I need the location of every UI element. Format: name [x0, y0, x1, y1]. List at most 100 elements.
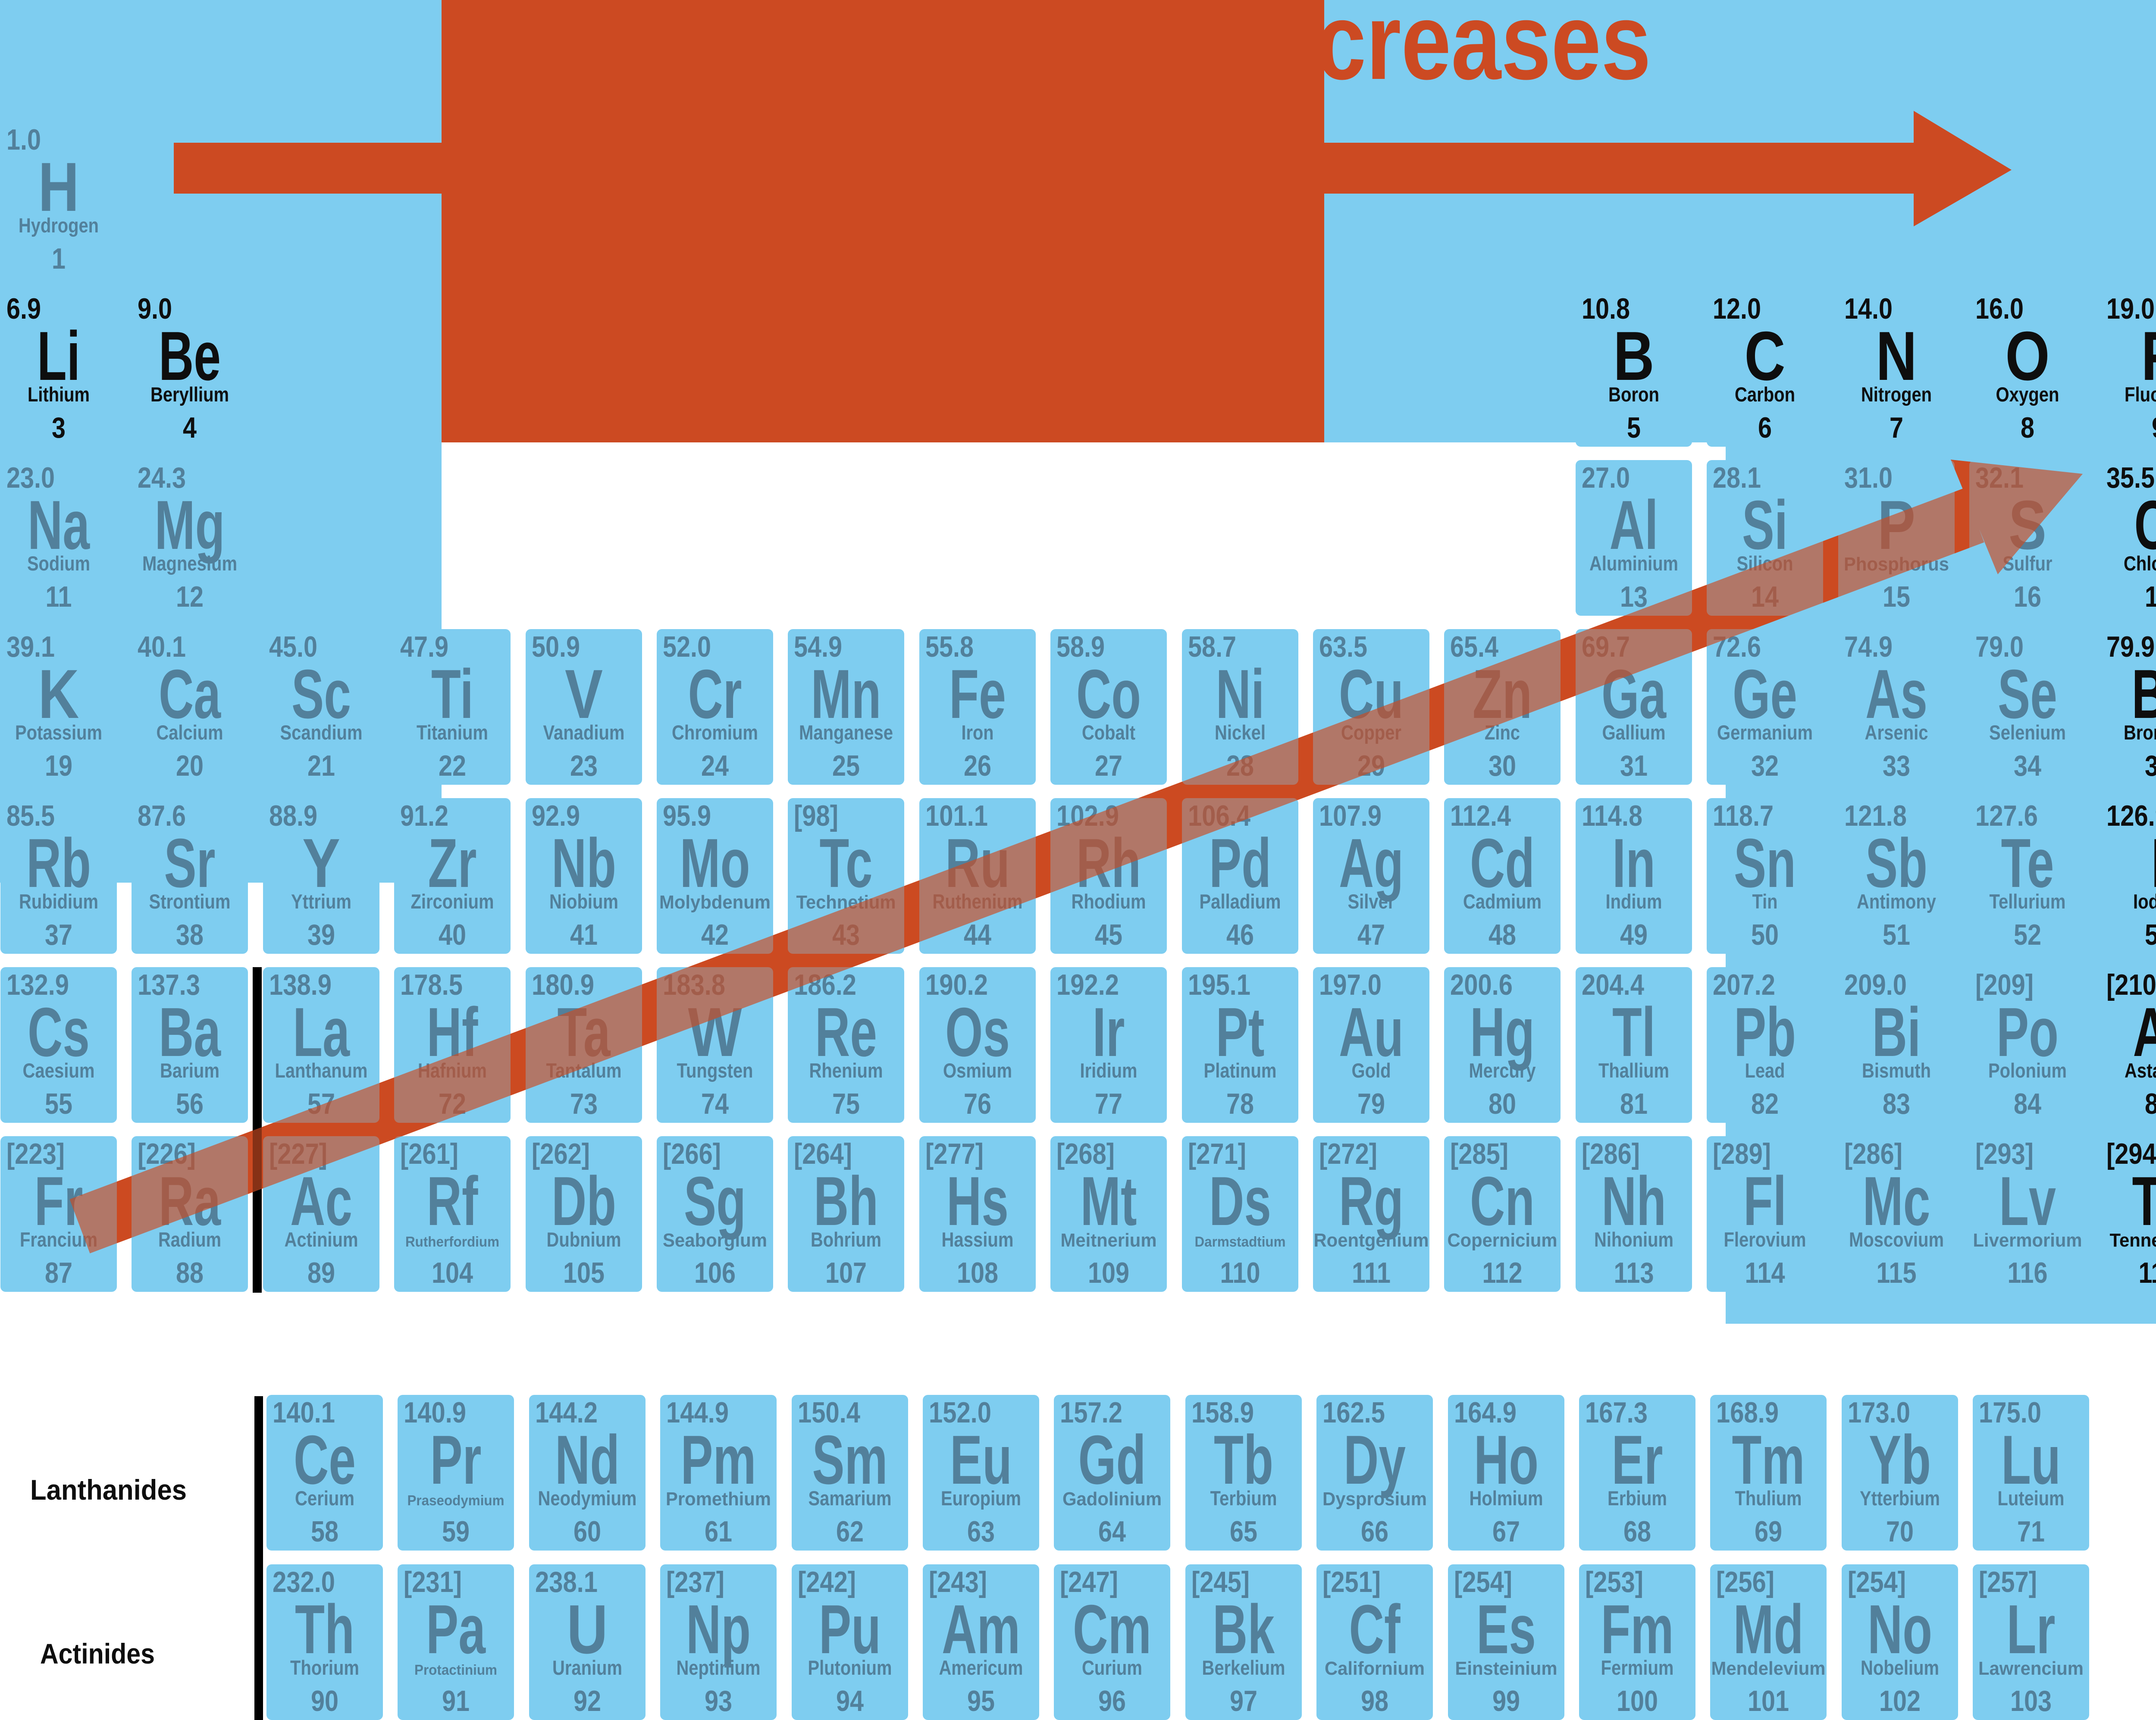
svg-text:44: 44	[964, 918, 991, 951]
svg-text:[264]: [264]	[794, 1137, 852, 1170]
svg-text:Lawrencium: Lawrencium	[1978, 1658, 2084, 1679]
svg-text:81: 81	[1620, 1087, 1648, 1120]
svg-text:137.3: 137.3	[138, 968, 200, 1001]
svg-text:55.8: 55.8	[925, 630, 974, 663]
svg-text:150.4: 150.4	[798, 1396, 860, 1429]
svg-text:Bohrium: Bohrium	[811, 1228, 881, 1251]
svg-text:Te: Te	[2001, 824, 2054, 902]
svg-text:65: 65	[1230, 1515, 1257, 1548]
svg-text:Iridium: Iridium	[1080, 1059, 1138, 1082]
svg-text:Germanium: Germanium	[1717, 721, 1813, 744]
svg-text:Rutherfordium: Rutherfordium	[405, 1234, 499, 1250]
svg-text:87.6: 87.6	[138, 799, 186, 832]
svg-text:144.9: 144.9	[666, 1396, 729, 1429]
svg-text:89: 89	[307, 1256, 335, 1289]
svg-text:101.1: 101.1	[925, 799, 988, 832]
svg-text:Americum: Americum	[939, 1656, 1023, 1679]
svg-text:O: O	[2006, 317, 2050, 395]
svg-text:68: 68	[1623, 1515, 1651, 1548]
svg-text:Samarium: Samarium	[808, 1487, 892, 1510]
svg-text:Ytterbium: Ytterbium	[1860, 1487, 1940, 1510]
svg-text:101: 101	[1748, 1685, 1789, 1717]
svg-text:8: 8	[2021, 411, 2034, 444]
svg-text:82: 82	[1751, 1087, 1779, 1120]
svg-text:Tc: Tc	[820, 824, 873, 902]
svg-text:Tennessine: Tennessine	[2110, 1230, 2156, 1251]
svg-text:175.0: 175.0	[1979, 1396, 2041, 1429]
svg-text:Ag: Ag	[1339, 824, 1404, 902]
svg-text:Cl: Cl	[2134, 486, 2156, 564]
svg-text:Ce: Ce	[294, 1421, 356, 1499]
svg-text:V: V	[565, 655, 603, 733]
svg-text:114.8: 114.8	[1582, 799, 1642, 832]
svg-text:Osmium: Osmium	[943, 1059, 1012, 1082]
svg-text:Curium: Curium	[1082, 1656, 1142, 1679]
svg-text:61: 61	[705, 1515, 732, 1548]
svg-text:Re: Re	[815, 993, 877, 1071]
svg-text:98: 98	[1361, 1685, 1388, 1717]
svg-text:21: 21	[307, 749, 335, 782]
svg-text:83: 83	[1883, 1087, 1910, 1120]
svg-text:48: 48	[1489, 918, 1516, 951]
svg-text:C: C	[1745, 317, 1786, 395]
svg-text:58: 58	[311, 1515, 338, 1548]
svg-text:Roentgenium: Roentgenium	[1314, 1230, 1429, 1251]
svg-text:51: 51	[1883, 918, 1910, 951]
svg-text:157.2: 157.2	[1060, 1396, 1122, 1429]
svg-text:Be: Be	[159, 317, 221, 395]
svg-text:[294]: [294]	[2106, 1137, 2156, 1170]
svg-text:25: 25	[832, 749, 860, 782]
svg-text:Vanadium: Vanadium	[543, 721, 625, 744]
svg-text:91.2: 91.2	[400, 799, 448, 832]
svg-text:Nd: Nd	[555, 1421, 620, 1499]
svg-text:Nitrogen: Nitrogen	[1861, 383, 1932, 406]
svg-text:Zr: Zr	[428, 824, 477, 902]
svg-text:Se: Se	[1998, 655, 2057, 733]
svg-text:47.9: 47.9	[400, 630, 448, 663]
svg-text:Beryllium: Beryllium	[150, 383, 229, 406]
svg-text:Bh: Bh	[814, 1162, 878, 1240]
svg-text:Bk: Bk	[1213, 1591, 1275, 1668]
svg-text:[251]: [251]	[1322, 1566, 1381, 1598]
svg-text:[286]: [286]	[1582, 1137, 1640, 1170]
svg-text:Polonium: Polonium	[1988, 1059, 2067, 1082]
svg-text:40: 40	[439, 918, 466, 951]
svg-text:Er: Er	[1612, 1421, 1663, 1499]
svg-text:45.0: 45.0	[269, 630, 317, 663]
svg-text:Neodymium: Neodymium	[538, 1487, 637, 1510]
svg-text:107.9: 107.9	[1319, 799, 1382, 832]
svg-text:105: 105	[563, 1256, 605, 1289]
svg-text:Ge: Ge	[1733, 655, 1797, 733]
svg-text:Scandium: Scandium	[280, 721, 363, 744]
svg-text:12: 12	[176, 580, 204, 613]
svg-text:Dysprosium: Dysprosium	[1322, 1488, 1427, 1510]
svg-text:Hydrogen: Hydrogen	[19, 214, 99, 237]
svg-text:Al: Al	[1610, 486, 1658, 564]
svg-text:28.1: 28.1	[1713, 461, 1761, 494]
svg-text:23: 23	[570, 749, 598, 782]
svg-text:113: 113	[1614, 1256, 1654, 1289]
svg-text:[247]: [247]	[1060, 1566, 1118, 1598]
svg-text:190.2: 190.2	[925, 968, 988, 1001]
svg-text:Iron: Iron	[962, 721, 994, 744]
svg-text:87: 87	[45, 1256, 72, 1289]
svg-text:Po: Po	[1996, 993, 2059, 1071]
svg-text:195.1: 195.1	[1188, 968, 1250, 1001]
svg-text:Th: Th	[295, 1591, 354, 1668]
svg-text:4: 4	[183, 411, 197, 444]
svg-text:Carbon: Carbon	[1735, 383, 1795, 406]
svg-text:111: 111	[1352, 1256, 1391, 1289]
svg-text:Hg: Hg	[1470, 993, 1535, 1071]
svg-text:Sb: Sb	[1865, 824, 1927, 902]
svg-text:[286]: [286]	[1844, 1137, 1902, 1170]
svg-text:Ds: Ds	[1209, 1162, 1271, 1240]
svg-text:31.0: 31.0	[1844, 461, 1893, 494]
svg-text:14.0: 14.0	[1844, 292, 1893, 325]
svg-text:Promethium: Promethium	[666, 1488, 771, 1510]
svg-text:108: 108	[957, 1256, 998, 1289]
svg-text:Es: Es	[1476, 1591, 1536, 1668]
svg-text:[285]: [285]	[1450, 1137, 1508, 1170]
svg-text:[253]: [253]	[1585, 1566, 1643, 1598]
svg-text:32: 32	[1751, 749, 1779, 782]
svg-text:Ba: Ba	[159, 993, 221, 1071]
